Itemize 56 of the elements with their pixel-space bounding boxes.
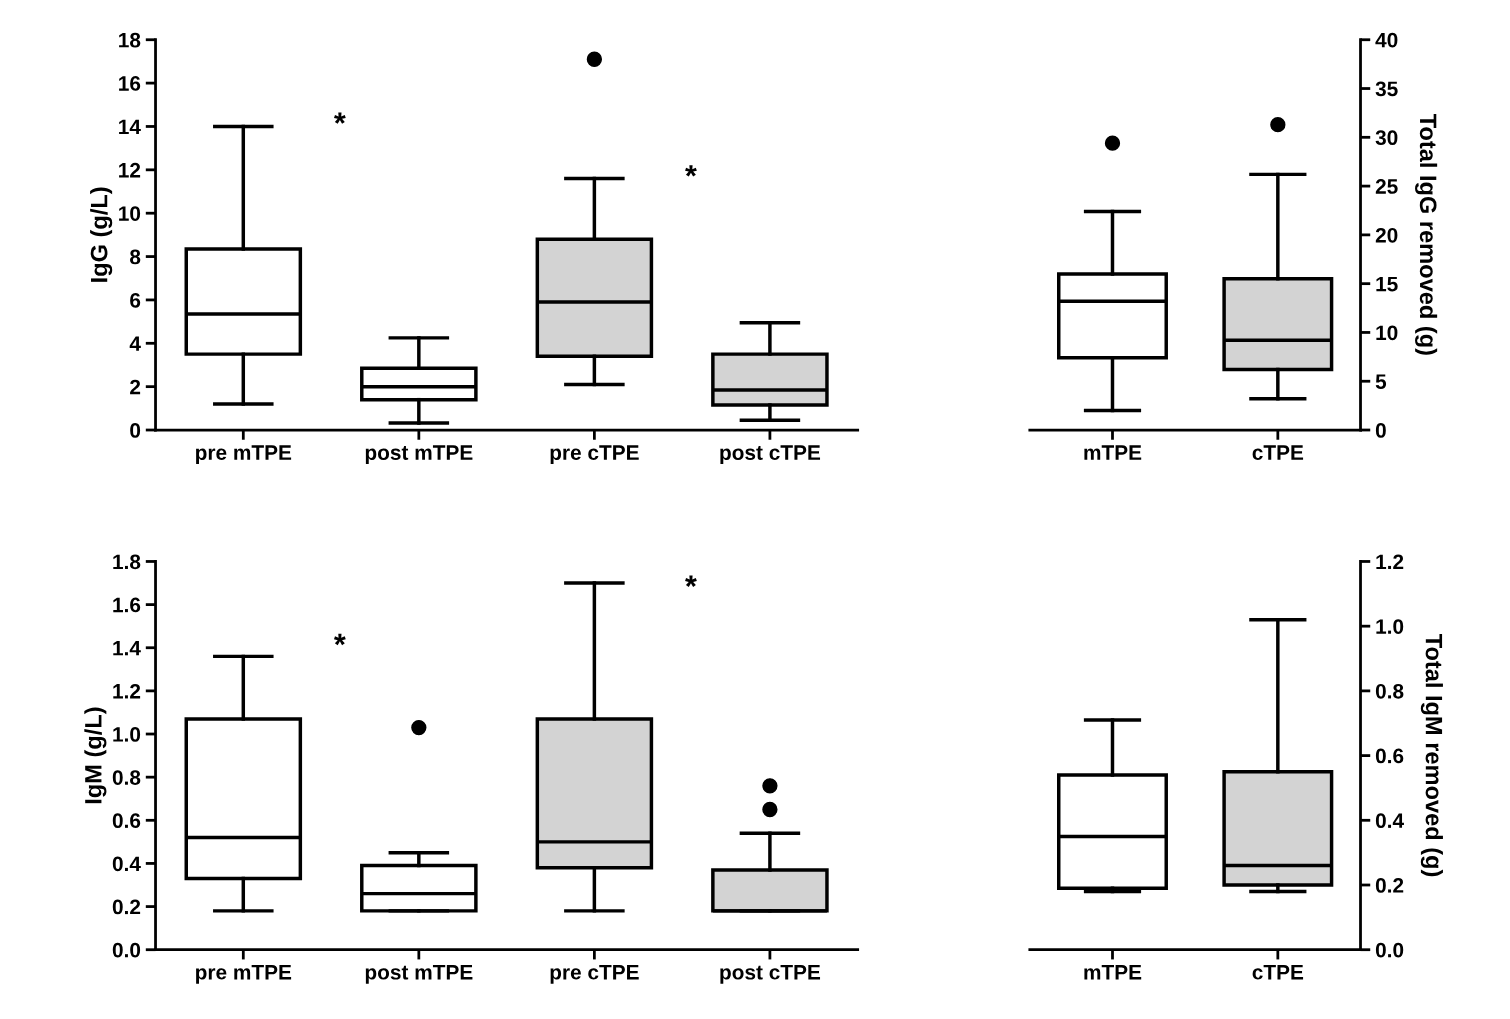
y-tick-label: 1.6 xyxy=(113,597,141,613)
x-tick-label: pre mTPE xyxy=(196,965,292,984)
y2-tick-label: 1.0 xyxy=(1376,619,1404,634)
y-tick-label: 14 xyxy=(119,119,141,135)
y-tick-label: 2 xyxy=(130,379,141,395)
annotation: * xyxy=(333,112,346,124)
y2-tick-label: 40 xyxy=(1375,32,1398,48)
x-tick-label: pre cTPE xyxy=(550,445,639,465)
y-tick-label: 18 xyxy=(119,32,141,48)
y-tick-label: 0.0 xyxy=(112,942,141,958)
y-tick-label: 16 xyxy=(119,76,141,91)
y-tick-label: 0.2 xyxy=(112,899,141,915)
y2-tick-label: 15 xyxy=(1376,276,1398,292)
annotation: * xyxy=(333,633,346,646)
x-tick-label: post mTPE xyxy=(365,445,473,465)
y2-tick-label: 20 xyxy=(1375,227,1398,243)
y2-tick-label: 0.8 xyxy=(1375,683,1404,699)
x-tick-label: mTPE xyxy=(1084,965,1142,980)
annotation: * xyxy=(685,165,697,177)
annotation: * xyxy=(685,575,697,587)
x-tick-label: post mTPE xyxy=(365,965,473,984)
y2-tick-label: 35 xyxy=(1375,81,1398,97)
y2-tick-label: 0.6 xyxy=(1375,748,1404,764)
y-tick-label: 1.0 xyxy=(113,727,141,742)
y2-tick-label: 10 xyxy=(1376,325,1398,341)
y-tick-label: 0.4 xyxy=(112,856,141,872)
y2-tick-label: 1.2 xyxy=(1376,554,1404,570)
x-tick-label: post cTPE xyxy=(720,965,821,984)
y2-axis-title: Total IgG removed (g) xyxy=(1415,114,1438,355)
y-axis-title: IgG (g/L) xyxy=(90,187,113,282)
x-tick-label: cTPE xyxy=(1252,445,1304,460)
y2-tick-label: 0.0 xyxy=(1375,942,1404,958)
y-tick-label: 10 xyxy=(119,206,141,221)
y2-tick-label: 0.4 xyxy=(1375,813,1404,829)
y-tick-label: 1.8 xyxy=(113,554,141,570)
y2-tick-label: 5 xyxy=(1375,374,1387,389)
y-tick-label: 0.6 xyxy=(112,813,141,829)
y-tick-label: 1.2 xyxy=(113,683,141,699)
y2-tick-label: 0 xyxy=(1375,423,1386,438)
y-tick-label: 12 xyxy=(119,162,141,178)
y2-tick-label: 0.2 xyxy=(1375,878,1404,893)
y-tick-label: 0.8 xyxy=(112,770,141,785)
y-tick-label: 1.4 xyxy=(113,640,141,656)
x-tick-label: cTPE xyxy=(1252,965,1304,980)
y2-tick-label: 25 xyxy=(1375,179,1398,194)
y-tick-label: 8 xyxy=(130,249,141,265)
y-axis-title: IgM (g/L) xyxy=(84,707,107,804)
y2-axis-title: Total IgM removed (g) xyxy=(1420,634,1443,877)
y-tick-label: 4 xyxy=(129,336,141,351)
y-tick-label: 6 xyxy=(130,292,141,308)
x-tick-label: mTPE xyxy=(1084,445,1142,460)
y2-tick-label: 30 xyxy=(1375,130,1398,146)
y-tick-label: 0 xyxy=(130,423,141,438)
x-tick-label: pre cTPE xyxy=(550,965,639,984)
x-tick-label: post cTPE xyxy=(720,445,821,465)
x-tick-label: pre mTPE xyxy=(196,445,292,465)
